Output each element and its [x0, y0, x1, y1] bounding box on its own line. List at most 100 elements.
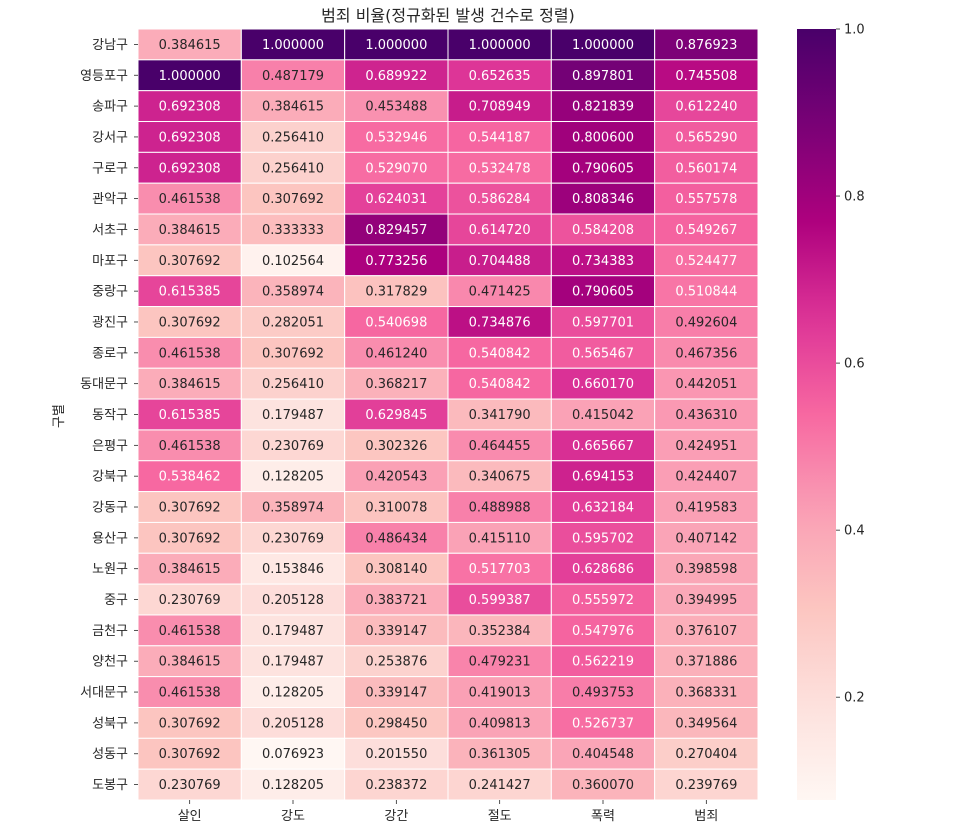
cell-value-label: 0.526737 [572, 716, 634, 731]
cell-value-label: 0.612240 [675, 100, 737, 115]
cell-value-label: 0.538462 [159, 470, 221, 485]
heatmap-cell [447, 336, 552, 369]
cell-value-label: 0.383721 [365, 593, 427, 608]
cell-value-label: 0.238372 [365, 778, 427, 793]
cell-value-label: 0.128205 [262, 686, 324, 701]
cell-value-label: 0.230769 [159, 778, 221, 793]
heatmap-cell [137, 552, 242, 585]
cell-value-label: 0.652635 [469, 69, 531, 84]
heatmap-cell [344, 521, 449, 554]
heatmap-cell [654, 28, 759, 61]
cell-value-label: 0.773256 [365, 254, 427, 269]
cell-value-label: 0.560174 [675, 161, 737, 176]
cell-value-label: 0.595702 [572, 531, 634, 546]
cell-value-label: 0.624031 [365, 192, 427, 207]
heatmap-cell [550, 768, 656, 801]
heatmap-cell [240, 28, 346, 61]
cell-value-label: 0.704488 [469, 254, 531, 269]
cell-value-label: 0.790605 [572, 285, 634, 300]
cell-value-label: 0.461240 [365, 346, 427, 361]
heatmap-cell [240, 614, 346, 647]
cell-value-label: 0.384615 [159, 377, 221, 392]
cell-value-label: 0.464455 [469, 439, 531, 454]
row-tick-label: 강북구 [92, 470, 128, 485]
heatmap-cell [447, 737, 552, 770]
cell-value-label: 0.540842 [469, 346, 531, 361]
heatmap-cell [137, 645, 242, 678]
heatmap-cell [137, 244, 242, 277]
heatmap-cell [447, 429, 552, 462]
heatmap-cell [447, 614, 552, 647]
cell-value-label: 0.524477 [675, 254, 737, 269]
cell-value-label: 0.368217 [365, 377, 427, 392]
heatmap-cell [137, 429, 242, 462]
cell-value-label: 0.557578 [675, 192, 737, 207]
cell-value-label: 0.632184 [572, 501, 634, 516]
row-tick-label: 성북구 [92, 716, 128, 731]
heatmap-cell [654, 151, 759, 184]
cell-value-label: 0.424407 [675, 470, 737, 485]
cell-value-label: 0.239769 [675, 778, 737, 793]
cell-value-label: 0.230769 [159, 593, 221, 608]
heatmap-cell [447, 521, 552, 554]
cell-value-label: 0.461538 [159, 346, 221, 361]
cell-value-label: 0.310078 [365, 501, 427, 516]
row-tick-label: 중구 [104, 593, 128, 608]
row-tick-label: 관악구 [92, 192, 128, 207]
cell-value-label: 0.660170 [572, 377, 634, 392]
heatmap-cell [447, 213, 552, 246]
colorbar-tick-label: 0.2 [844, 691, 865, 706]
cell-value-label: 0.584208 [572, 223, 634, 238]
cell-value-label: 0.384615 [159, 223, 221, 238]
heatmap-cell [447, 151, 552, 184]
heatmap-cell [137, 306, 242, 338]
heatmap-cell [240, 59, 346, 92]
row-tick-label: 광진구 [92, 315, 128, 330]
cell-value-label: 0.205128 [262, 716, 324, 731]
heatmap-cell [550, 676, 656, 708]
cell-value-label: 0.282051 [262, 315, 324, 330]
cell-value-label: 0.358974 [262, 501, 324, 516]
cell-value-label: 0.270404 [675, 747, 737, 762]
heatmap-cell [447, 768, 552, 801]
heatmap-cell [654, 336, 759, 369]
cell-value-label: 0.565467 [572, 346, 634, 361]
cell-value-label: 0.540842 [469, 377, 531, 392]
heatmap-cell [344, 768, 449, 801]
cell-value-label: 0.307692 [262, 192, 324, 207]
row-tick-labels: 강남구영등포구송파구강서구구로구관악구서초구마포구중랑구광진구종로구동대문구동작… [80, 38, 138, 793]
cell-value-label: 0.479231 [469, 655, 531, 670]
y-axis-label: 구별 [52, 404, 67, 428]
colorbar: 0.2 0.4 0.6 0.8 1.0 [797, 23, 865, 800]
heatmap-cell [137, 460, 242, 493]
heatmap-cell [550, 275, 656, 308]
heatmap-cell [344, 398, 449, 431]
cell-value-label: 0.800600 [572, 130, 634, 145]
row-tick-label: 동작구 [92, 408, 128, 423]
heatmap-cell [654, 121, 759, 153]
heatmap-cell [137, 491, 242, 523]
cell-value-label: 0.897801 [572, 69, 634, 84]
heatmap-cell [654, 398, 759, 431]
heatmap-cell [137, 614, 242, 647]
cell-value-label: 0.307692 [159, 254, 221, 269]
cell-value-label: 0.398598 [675, 562, 737, 577]
cell-value-label: 0.376107 [675, 624, 737, 639]
heatmap-cell [344, 676, 449, 708]
cell-value-label: 0.256410 [262, 161, 324, 176]
cell-value-label: 0.424951 [675, 439, 737, 454]
row-tick-label: 종로구 [92, 346, 128, 361]
cell-value-label: 0.360070 [572, 778, 634, 793]
column-tick-label: 살인 [178, 809, 202, 824]
cell-value-label: 0.461538 [159, 192, 221, 207]
row-tick-label: 성동구 [92, 747, 128, 762]
heatmap-cell [240, 90, 346, 123]
heatmap-cell [447, 398, 552, 431]
heatmap-cell [654, 521, 759, 554]
cell-value-label: 0.471425 [469, 285, 531, 300]
heatmap-cell [137, 367, 242, 400]
heatmap-cell [137, 398, 242, 431]
cell-value-label: 0.371886 [675, 655, 737, 670]
heatmap-cell [654, 213, 759, 246]
